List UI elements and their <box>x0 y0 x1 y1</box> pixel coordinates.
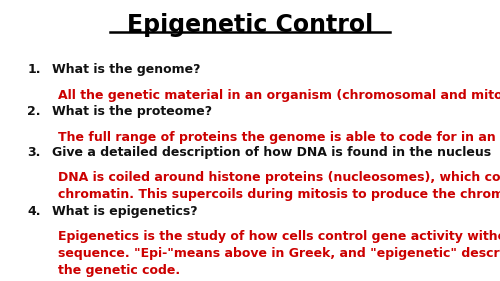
Text: What is epigenetics?: What is epigenetics? <box>52 205 198 218</box>
Text: Epigenetics is the study of how cells control gene activity without changing the: Epigenetics is the study of how cells co… <box>58 230 500 277</box>
Text: Give a detailed description of how DNA is found in the nucleus: Give a detailed description of how DNA i… <box>52 146 492 159</box>
Text: DNA is coiled around histone proteins (nucleosomes), which coil further to form : DNA is coiled around histone proteins (n… <box>58 171 500 201</box>
Text: 2.: 2. <box>28 105 41 118</box>
Text: What is the proteome?: What is the proteome? <box>52 105 212 118</box>
Text: 3.: 3. <box>28 146 41 159</box>
Text: Epigenetic Control: Epigenetic Control <box>127 13 373 37</box>
Text: 4.: 4. <box>28 205 41 218</box>
Text: All the genetic material in an organism (chromosomal and mitochondrial): All the genetic material in an organism … <box>58 89 500 101</box>
Text: 1.: 1. <box>28 63 41 76</box>
Text: The full range of proteins the genome is able to code for in an organism: The full range of proteins the genome is… <box>58 131 500 144</box>
Text: What is the genome?: What is the genome? <box>52 63 201 76</box>
